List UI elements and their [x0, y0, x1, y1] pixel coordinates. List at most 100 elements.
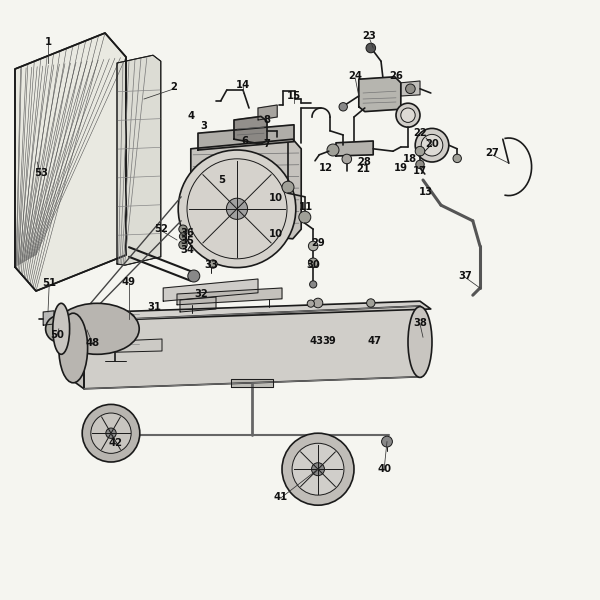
Circle shape: [308, 241, 318, 251]
Polygon shape: [163, 279, 258, 301]
Text: 52: 52: [154, 224, 168, 234]
Circle shape: [453, 154, 461, 163]
Polygon shape: [43, 311, 54, 325]
Ellipse shape: [408, 307, 432, 377]
Text: 30: 30: [307, 260, 320, 270]
Polygon shape: [73, 313, 84, 389]
Text: 3: 3: [200, 121, 208, 131]
Circle shape: [313, 298, 323, 308]
Text: 39: 39: [322, 336, 335, 346]
Polygon shape: [93, 339, 162, 353]
Circle shape: [209, 260, 217, 268]
Text: 33: 33: [205, 260, 218, 270]
Text: 10: 10: [269, 229, 283, 239]
Circle shape: [327, 144, 339, 156]
Circle shape: [382, 436, 392, 447]
Text: 36: 36: [180, 228, 194, 238]
Circle shape: [415, 146, 425, 156]
Text: 19: 19: [394, 163, 408, 173]
Circle shape: [178, 150, 296, 268]
Circle shape: [307, 300, 314, 307]
Circle shape: [416, 160, 424, 169]
Text: 11: 11: [299, 202, 313, 212]
Circle shape: [91, 413, 131, 454]
Text: 48: 48: [86, 338, 100, 348]
Polygon shape: [359, 77, 401, 112]
Text: 51: 51: [42, 278, 56, 288]
Polygon shape: [84, 306, 420, 389]
Text: 13: 13: [419, 187, 433, 197]
Circle shape: [415, 128, 449, 162]
Circle shape: [282, 181, 294, 193]
Text: 12: 12: [319, 163, 333, 173]
Text: 8: 8: [263, 115, 271, 125]
Text: 21: 21: [356, 164, 370, 174]
Circle shape: [292, 443, 344, 495]
Text: 24: 24: [348, 71, 362, 81]
Text: 35: 35: [180, 236, 194, 246]
Circle shape: [282, 433, 354, 505]
Text: 31: 31: [148, 302, 162, 312]
Circle shape: [308, 258, 318, 268]
Circle shape: [367, 299, 375, 307]
Circle shape: [396, 103, 420, 127]
Text: 32: 32: [194, 289, 208, 299]
Polygon shape: [191, 139, 301, 239]
Text: 27: 27: [485, 148, 499, 158]
Polygon shape: [231, 379, 273, 387]
Text: 2: 2: [170, 82, 178, 92]
Circle shape: [311, 463, 325, 476]
Polygon shape: [258, 105, 277, 120]
Circle shape: [179, 225, 187, 233]
Polygon shape: [177, 288, 282, 305]
Text: 20: 20: [425, 139, 439, 149]
Circle shape: [123, 313, 135, 325]
Text: 40: 40: [377, 464, 391, 474]
Text: 49: 49: [122, 277, 136, 287]
Text: 15: 15: [287, 91, 301, 101]
Polygon shape: [234, 116, 267, 144]
Polygon shape: [117, 55, 161, 265]
Text: 18: 18: [403, 154, 417, 164]
Polygon shape: [180, 297, 216, 312]
Polygon shape: [401, 81, 420, 96]
Text: 42: 42: [108, 438, 122, 448]
Circle shape: [53, 323, 65, 335]
Text: 1: 1: [44, 37, 52, 47]
Text: 14: 14: [236, 80, 250, 90]
Text: 38: 38: [413, 318, 427, 328]
Ellipse shape: [55, 304, 139, 354]
Text: 53: 53: [34, 168, 48, 178]
Circle shape: [310, 281, 317, 288]
Circle shape: [342, 154, 352, 164]
Text: 4: 4: [187, 112, 194, 121]
Text: 10: 10: [269, 193, 283, 203]
Text: 23: 23: [362, 31, 376, 41]
Text: 17: 17: [413, 166, 427, 176]
Circle shape: [188, 270, 200, 282]
Ellipse shape: [59, 313, 88, 383]
Text: 41: 41: [274, 492, 288, 502]
Text: 26: 26: [389, 71, 403, 81]
Text: 43: 43: [309, 336, 323, 346]
Circle shape: [406, 84, 415, 94]
Text: 5: 5: [218, 175, 226, 185]
Text: 47: 47: [368, 336, 382, 346]
Circle shape: [339, 103, 347, 111]
Polygon shape: [15, 33, 126, 291]
Text: 50: 50: [50, 330, 64, 340]
Circle shape: [106, 428, 116, 439]
Circle shape: [421, 134, 443, 156]
Text: 22: 22: [413, 128, 427, 138]
Polygon shape: [336, 141, 373, 156]
Polygon shape: [73, 301, 431, 321]
Circle shape: [226, 198, 248, 220]
Circle shape: [401, 108, 415, 122]
Circle shape: [179, 233, 187, 240]
Text: 28: 28: [357, 157, 371, 167]
Ellipse shape: [53, 304, 70, 354]
Circle shape: [299, 211, 311, 223]
Circle shape: [179, 241, 187, 249]
Text: 7: 7: [263, 139, 271, 149]
Polygon shape: [198, 125, 294, 150]
